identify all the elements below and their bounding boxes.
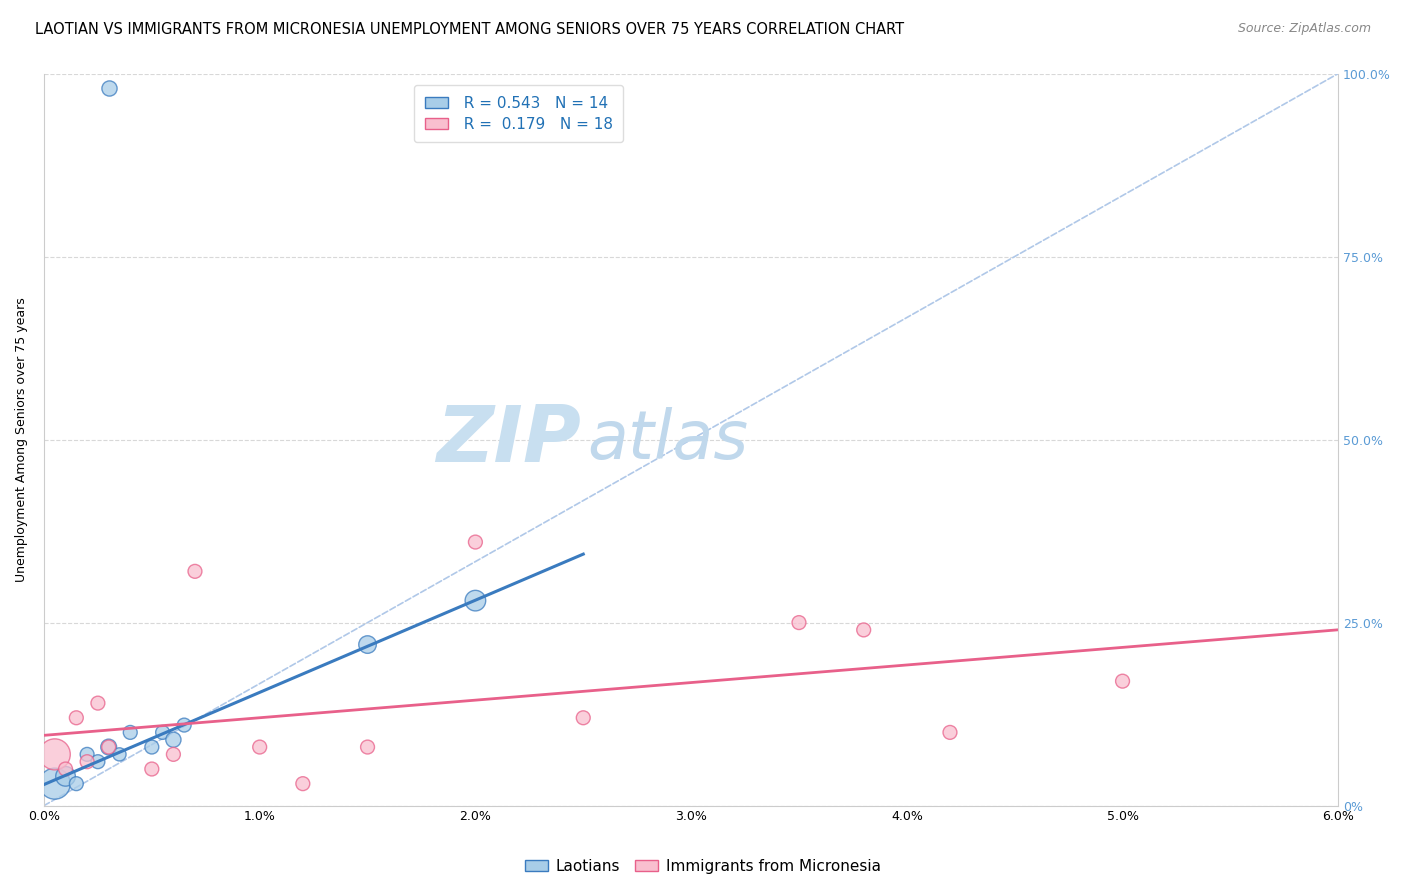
Point — [939, 725, 962, 739]
Text: Source: ZipAtlas.com: Source: ZipAtlas.com — [1237, 22, 1371, 36]
Point — [572, 711, 595, 725]
Point — [173, 718, 195, 732]
Point — [76, 747, 98, 762]
Point — [141, 762, 163, 776]
Point — [97, 740, 120, 755]
Point — [356, 740, 378, 755]
Point — [852, 623, 875, 637]
Point — [108, 747, 131, 762]
Point — [1111, 674, 1133, 689]
Point — [65, 777, 87, 791]
Point — [356, 638, 378, 652]
Point — [162, 747, 184, 762]
Point — [152, 725, 174, 739]
Point — [44, 777, 66, 791]
Text: ZIP: ZIP — [436, 401, 581, 477]
Legend: Laotians, Immigrants from Micronesia: Laotians, Immigrants from Micronesia — [519, 853, 887, 880]
Point — [55, 762, 77, 776]
Text: atlas: atlas — [588, 407, 749, 473]
Point — [464, 535, 486, 549]
Point — [87, 755, 110, 769]
Point — [141, 740, 163, 755]
Point — [65, 711, 87, 725]
Point — [97, 81, 120, 95]
Point — [87, 696, 110, 710]
Point — [184, 565, 207, 579]
Point — [55, 769, 77, 783]
Text: LAOTIAN VS IMMIGRANTS FROM MICRONESIA UNEMPLOYMENT AMONG SENIORS OVER 75 YEARS C: LAOTIAN VS IMMIGRANTS FROM MICRONESIA UN… — [35, 22, 904, 37]
Point — [464, 593, 486, 607]
Point — [291, 777, 314, 791]
Point — [249, 740, 271, 755]
Point — [120, 725, 142, 739]
Point — [44, 747, 66, 762]
Point — [76, 755, 98, 769]
Legend:   R = 0.543   N = 14,   R =  0.179   N = 18: R = 0.543 N = 14, R = 0.179 N = 18 — [413, 85, 623, 143]
Point — [787, 615, 810, 630]
Point — [97, 740, 120, 755]
Y-axis label: Unemployment Among Seniors over 75 years: Unemployment Among Seniors over 75 years — [15, 297, 28, 582]
Point — [162, 732, 184, 747]
